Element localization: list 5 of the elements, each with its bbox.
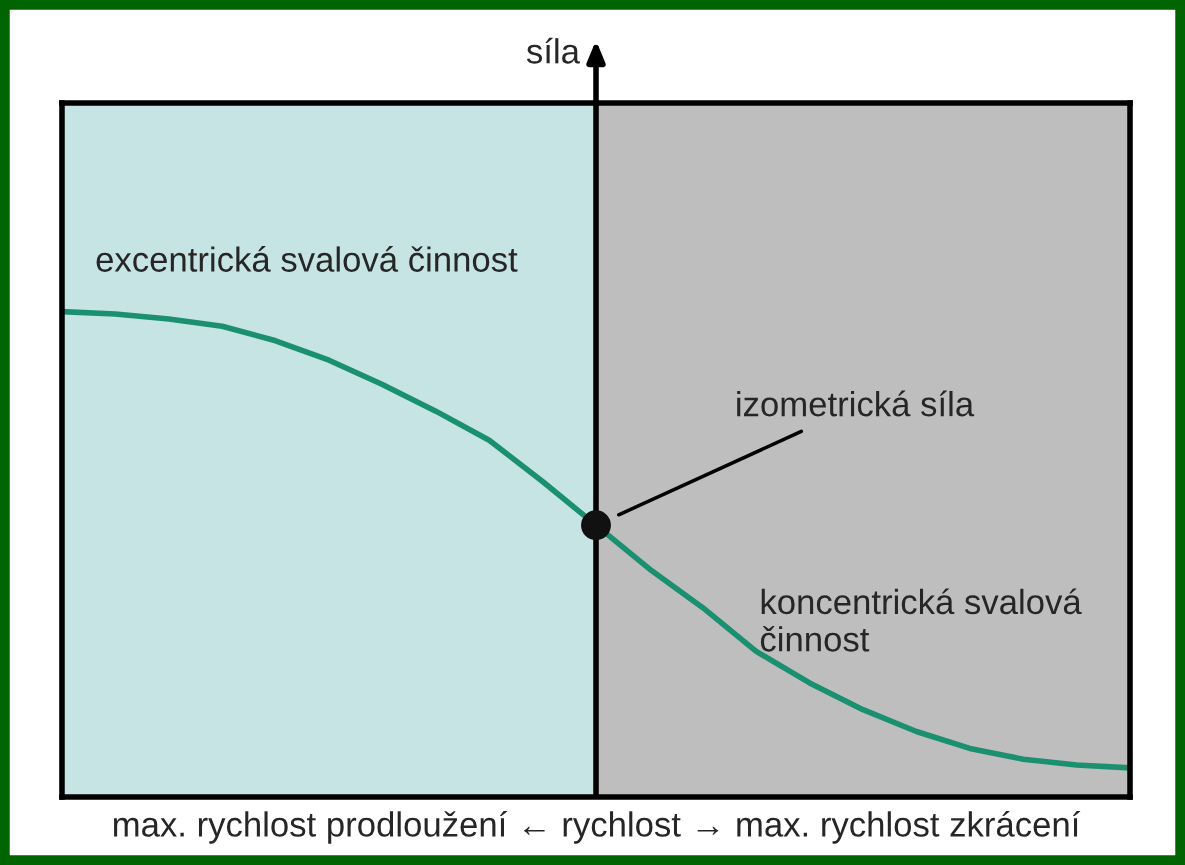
annotation: izometrická síla bbox=[737, 390, 975, 417]
text: excentrická svalová činnost bbox=[96, 245, 518, 272]
text: síla bbox=[526, 37, 580, 64]
annotation: koncentrická svalová činnost bbox=[760, 588, 1082, 652]
x-axis-title: max. rychlost prodloužení ← rychlost → max. rychlost zkrácení bbox=[113, 810, 1081, 844]
